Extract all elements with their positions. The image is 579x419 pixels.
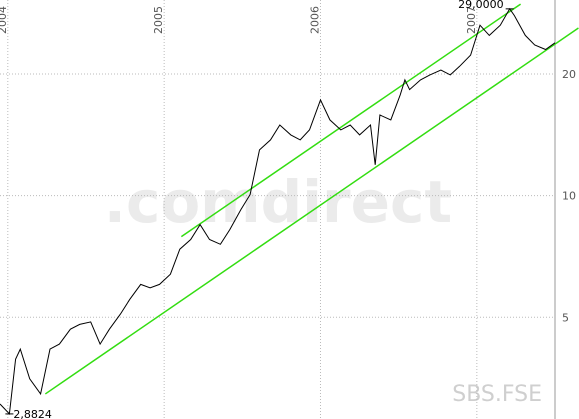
y-tick-label: 20	[562, 68, 576, 81]
x-tick-label: 2007	[465, 6, 478, 34]
x-tick-label: 2005	[152, 6, 165, 34]
y-tick-label: 10	[562, 190, 576, 203]
watermark: .comdirect	[104, 168, 452, 236]
annotation-label: 29,0000	[458, 0, 504, 11]
symbol: SBS.FSE	[452, 382, 542, 407]
price-line	[0, 7, 556, 416]
annotation-label: 2,8824	[13, 408, 52, 419]
x-tick-label: 2004	[0, 6, 9, 34]
x-tick-label: 2006	[308, 6, 321, 34]
trend-line	[44, 27, 579, 395]
y-tick-label: 5	[562, 311, 569, 324]
trend-line	[180, 3, 522, 238]
